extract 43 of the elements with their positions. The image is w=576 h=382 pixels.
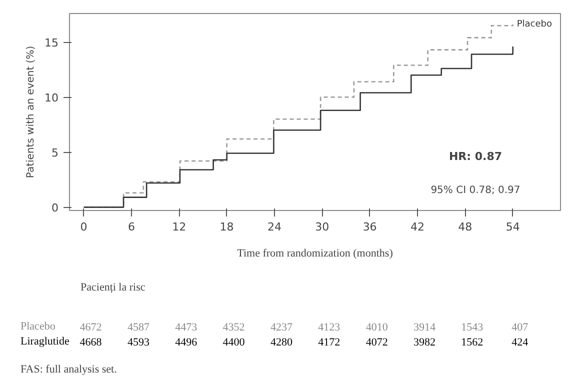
text: 4672 <box>80 322 102 334</box>
text: 4172 <box>318 336 340 348</box>
x-tick-label: 12 <box>172 220 186 234</box>
text: 1543 <box>461 322 484 334</box>
x-tick-label: 0 <box>80 220 88 234</box>
text: FAS: full analysis set. <box>20 364 118 376</box>
text: 4280 <box>270 336 293 348</box>
y-tick-label: 15 <box>44 36 59 50</box>
text: 4668 <box>80 336 102 348</box>
annotation: HR: 0.87 <box>448 150 502 164</box>
series-label: Placebo <box>516 20 552 30</box>
text: 407 <box>512 322 529 334</box>
x-tick-label: 48 <box>458 220 472 234</box>
text: 3914 <box>413 322 436 334</box>
x-tick-label: 6 <box>128 220 135 234</box>
x-tick-label: 24 <box>267 220 282 234</box>
text: 4010 <box>366 322 388 334</box>
text: 4123 <box>318 322 341 334</box>
y-tick-label: 0 <box>52 202 58 215</box>
text: 1562 <box>461 336 484 348</box>
x-tick-label: 36 <box>362 220 377 234</box>
text: Liraglutide <box>20 336 70 348</box>
text: 424 <box>512 336 529 348</box>
text: 4473 <box>175 322 198 334</box>
annotation: 95% CI 0.78; 0.97 <box>430 185 520 196</box>
text: 4400 <box>222 336 246 348</box>
text: 4237 <box>270 322 293 334</box>
x-tick-label: 54 <box>506 220 520 234</box>
x-tick-label: 18 <box>220 220 234 234</box>
x-axis-title: Time from randomization (months) <box>237 248 394 260</box>
y-tick-label: 5 <box>52 146 58 160</box>
text: 4072 <box>366 336 388 348</box>
text: 4352 <box>222 322 245 334</box>
text: Pacienți la risc <box>80 282 146 294</box>
text: 3982 <box>413 336 436 348</box>
y-tick-label: 10 <box>44 92 59 105</box>
x-tick-label: 42 <box>410 220 424 234</box>
text: 4587 <box>127 322 150 334</box>
text: Placebo <box>20 320 56 332</box>
x-tick-label: 30 <box>315 220 330 234</box>
y-axis-title: Patients with an event (%) <box>26 46 37 178</box>
text: 4593 <box>127 336 150 348</box>
text: 4496 <box>175 336 198 348</box>
